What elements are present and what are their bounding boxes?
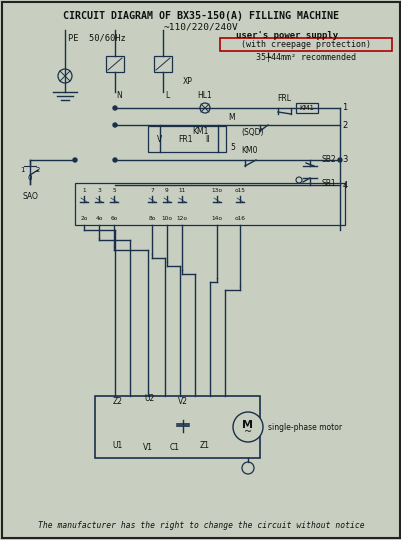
Text: 12o: 12o [176,217,187,221]
Text: The manufacturer has the right to change the circuit without notice: The manufacturer has the right to change… [38,522,363,530]
Text: 1: 1 [342,104,347,112]
Text: 13o: 13o [211,187,222,192]
Text: 5: 5 [230,143,235,152]
Text: SB2: SB2 [321,156,336,165]
Text: SAO: SAO [22,192,38,201]
Text: KM1: KM1 [191,127,208,137]
Text: 11: 11 [178,187,185,192]
Text: KM1: KM1 [299,105,314,111]
Text: FR1: FR1 [178,134,193,144]
Text: Z2: Z2 [113,397,123,406]
Circle shape [241,462,253,474]
Text: 7: 7 [150,187,154,192]
Circle shape [233,412,262,442]
Circle shape [113,158,117,162]
Text: 0: 0 [28,175,32,181]
Text: M: M [228,113,235,122]
Text: SB1: SB1 [321,179,336,188]
Text: XP: XP [182,77,192,85]
Text: 3: 3 [342,156,347,165]
Text: 8o: 8o [148,217,155,221]
Circle shape [58,69,72,83]
Text: U2: U2 [144,394,155,403]
Text: o16: o16 [234,217,245,221]
Text: 2o: 2o [80,217,87,221]
Circle shape [200,103,209,113]
Text: KM0: KM0 [241,146,257,155]
Text: U1: U1 [113,441,123,450]
Text: 5: 5 [112,187,115,192]
Circle shape [113,106,117,110]
Text: HL1: HL1 [197,91,212,100]
Text: 3: 3 [97,187,101,192]
Text: (with creepage protection): (with creepage protection) [241,40,370,49]
Text: V: V [157,134,162,144]
Text: 2: 2 [36,167,40,173]
Text: single-phase motor: single-phase motor [267,422,341,431]
Text: II: II [205,134,210,144]
Circle shape [113,123,117,127]
Text: 4: 4 [342,180,347,190]
Text: ~110/220/240V: ~110/220/240V [163,23,238,31]
Circle shape [295,177,301,183]
Bar [106,56,124,72]
Circle shape [73,158,77,162]
Text: 14o: 14o [211,217,222,221]
Text: 9: 9 [165,187,168,192]
Bar [75,183,344,225]
Bar [148,126,225,152]
Text: 1: 1 [20,167,24,173]
Bar [295,103,317,113]
Text: 10o: 10o [161,217,172,221]
Circle shape [337,158,341,162]
Text: V1: V1 [143,443,153,452]
Bar [95,396,259,458]
Text: 4o: 4o [95,217,102,221]
Text: 1: 1 [82,187,85,192]
Text: CIRCUIT DIAGRAM OF BX35-150(A) FILLING MACHINE: CIRCUIT DIAGRAM OF BX35-150(A) FILLING M… [63,11,338,21]
Text: Z1: Z1 [200,441,209,450]
Text: V2: V2 [178,397,188,406]
Text: 6o: 6o [110,217,117,221]
Text: (SQD): (SQD) [241,127,263,137]
Text: user's power supply: user's power supply [235,31,337,40]
Text: PE  50/60Hz: PE 50/60Hz [68,33,126,43]
Text: 35╄44mm² recommended: 35╄44mm² recommended [255,52,355,62]
Text: o15: o15 [234,187,245,192]
Bar [154,56,172,72]
Text: 2: 2 [342,120,347,130]
Text: FRL: FRL [276,94,290,103]
Text: C1: C1 [170,443,180,452]
Text: ~: ~ [243,427,251,437]
Text: N: N [116,91,122,100]
Text: M: M [242,420,253,430]
Text: L: L [164,91,169,100]
Bar [219,38,391,51]
